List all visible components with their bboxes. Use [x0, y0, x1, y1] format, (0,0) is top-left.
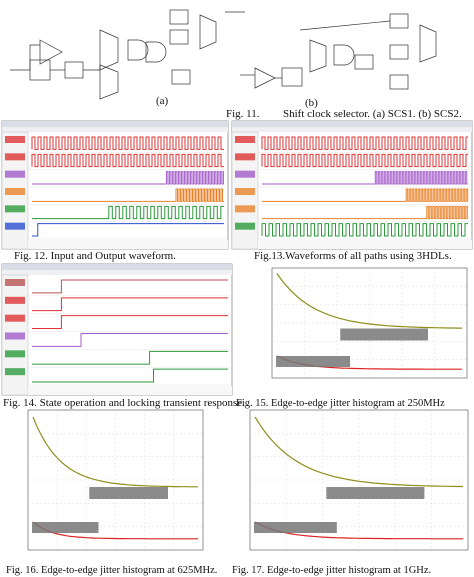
figure-caption: Fig. 12. Input and Output waveform. [14, 250, 176, 262]
figure-caption: Fig.13.Waveforms of all paths using 3HDL… [254, 250, 452, 262]
waveform [32, 171, 224, 185]
screenshot-frame [1, 263, 233, 396]
figure-caption: Fig. 15. Edge-to-edge jitter histogram a… [236, 398, 445, 409]
toolbar [232, 127, 472, 132]
waveform [32, 333, 228, 347]
signal-label [235, 205, 255, 213]
figure-graphics [1, 120, 473, 551]
waveform [261, 153, 468, 168]
waveform [32, 350, 228, 365]
toolbar [2, 127, 228, 132]
screenshot-frame [1, 120, 229, 250]
waveform [32, 205, 224, 220]
waveform [32, 279, 228, 294]
figure-number: Fig. 11. [226, 108, 260, 120]
axis-strip [258, 240, 472, 249]
axis-strip [28, 240, 228, 249]
waveform [32, 297, 228, 312]
signal-label [5, 205, 25, 213]
signal-label [5, 314, 25, 322]
tooltip [326, 487, 425, 499]
figure-caption: Fig. 14. State operation and locking tra… [3, 397, 245, 409]
signal-label [5, 350, 25, 358]
signal-label [235, 222, 255, 230]
tooltip [254, 522, 337, 533]
signal-label [5, 332, 25, 340]
subfigure-label: (a) [156, 95, 169, 107]
waveform [262, 205, 468, 220]
circuit-b [240, 13, 437, 90]
waveform [262, 188, 469, 202]
signal-label [5, 153, 25, 161]
signal-label [5, 136, 25, 143]
waveform [31, 136, 224, 150]
tooltip [340, 328, 428, 341]
waveform [262, 171, 468, 185]
waveform [32, 188, 224, 202]
title-bar [232, 121, 472, 127]
curve [254, 521, 463, 540]
curve [32, 521, 198, 540]
waveform [32, 315, 228, 329]
curve [276, 273, 462, 329]
signal-label [235, 153, 255, 161]
curve [32, 416, 198, 488]
circuit-diagrams [10, 9, 437, 100]
signal-label [5, 222, 25, 230]
figure-caption: Fig. 17. Edge-to-edge jitter histogram a… [232, 565, 431, 576]
waveform [261, 223, 468, 237]
signal-label [5, 296, 25, 304]
signal-label [235, 188, 255, 195]
title-bar [2, 264, 232, 270]
tooltip [276, 356, 351, 367]
curve [254, 416, 463, 488]
toolbar [2, 270, 232, 275]
title-bar [2, 121, 228, 127]
tooltip [32, 522, 99, 533]
signal-label [5, 368, 25, 376]
waveform [31, 153, 224, 168]
waveform [32, 223, 224, 237]
signal-label [5, 170, 25, 178]
signal-label [5, 279, 25, 286]
waveform [32, 368, 228, 383]
subfigure-label: (b) [305, 97, 318, 109]
signal-label [5, 188, 25, 195]
tooltip [89, 487, 168, 499]
figure-caption: Fig. 16. Edge-to-edge jitter histogram a… [6, 565, 217, 576]
signal-label [235, 136, 255, 143]
axis-strip [28, 386, 232, 395]
figure-caption: Shift clock selector. (a) SCS1. (b) SCS2… [283, 108, 462, 120]
waveform [261, 136, 468, 150]
signal-label [235, 170, 255, 178]
circuit-a [10, 9, 245, 100]
